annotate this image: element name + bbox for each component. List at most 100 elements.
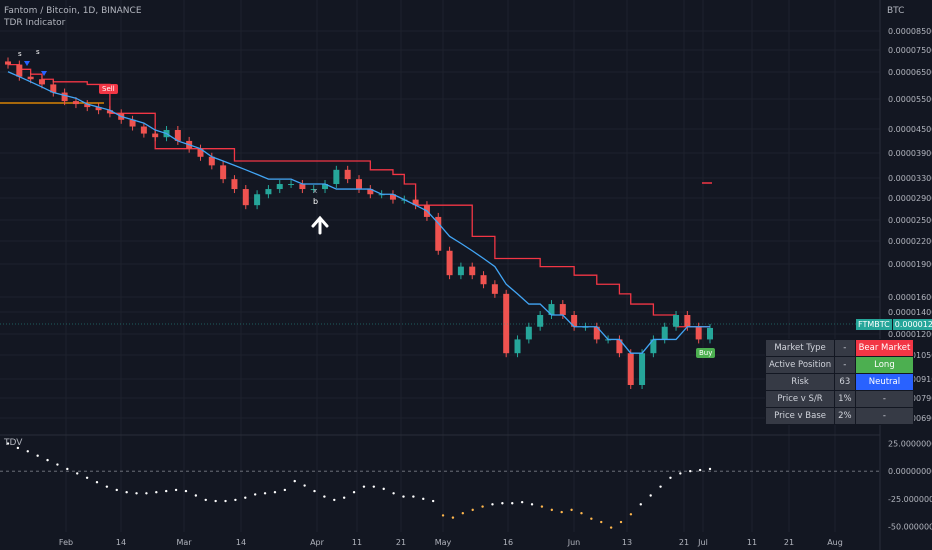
candle-body	[174, 130, 181, 141]
candle-body	[254, 194, 261, 206]
tdv-dot	[155, 490, 158, 494]
tdv-dot	[293, 479, 296, 483]
candle-body	[480, 275, 487, 285]
tdv-dot	[550, 508, 554, 512]
tdv-dot	[184, 489, 188, 493]
candle-body	[525, 326, 532, 340]
candle-body	[152, 133, 159, 138]
tdv-dot	[194, 494, 198, 497]
x-tick-label: 21	[396, 538, 406, 547]
indicator-label[interactable]: TDR Indicator	[4, 18, 66, 28]
candle-body	[559, 304, 566, 315]
candle-body	[684, 314, 691, 327]
candle-body	[537, 314, 544, 327]
tdv-dot	[629, 513, 633, 516]
sub-y-tick-label: 0.00000000	[888, 467, 932, 476]
x-tick-label: Jun	[567, 538, 581, 547]
candle-body	[27, 76, 34, 80]
tdv-dot	[303, 484, 306, 487]
candle-body	[593, 326, 600, 340]
tdv-dot	[105, 485, 109, 488]
tdv-dot	[600, 520, 603, 524]
tdv-dot	[95, 481, 99, 484]
candle-body	[208, 156, 215, 166]
panel-sep: 63	[834, 373, 856, 391]
tdv-dot	[540, 505, 544, 508]
panel-row: Risk 63 Neutral	[764, 373, 915, 391]
tdv-dot	[619, 520, 623, 524]
x-tick-label: Jul	[697, 538, 708, 547]
tdv-dot	[244, 496, 247, 499]
candle-body	[310, 189, 317, 191]
panel-sep: 1%	[834, 390, 856, 408]
candle-body	[95, 107, 102, 111]
s-marker: s	[36, 48, 40, 56]
tdv-dot	[204, 498, 207, 502]
x-tick-label: 21	[679, 538, 689, 547]
y-tick-label: 0.00002900	[888, 194, 932, 203]
tdv-dot	[66, 467, 69, 471]
panel-sep: -	[834, 356, 856, 374]
candle-body	[299, 184, 306, 190]
tdv-dot	[253, 493, 257, 496]
sub-y-tick-label: 25.00000000	[888, 440, 932, 449]
tdv-dot	[679, 472, 682, 475]
candle-body	[627, 353, 634, 385]
x-tick-label: 13	[622, 538, 632, 547]
tdv-dot	[560, 510, 563, 514]
tdv-dot	[669, 476, 672, 480]
panel-value: -	[854, 407, 915, 425]
tdv-dot	[511, 502, 514, 505]
tdv-dot	[234, 498, 237, 502]
tdr-summary-panel: Market Type - Bear Market Active Position - L…	[764, 339, 915, 425]
panel-row: Price v Base 2% -	[764, 407, 915, 425]
candle-body	[514, 339, 521, 354]
candle-body	[129, 119, 136, 127]
tdv-dot	[174, 488, 178, 492]
candle-body	[61, 92, 68, 102]
candle-body	[548, 304, 555, 315]
candle-body	[333, 169, 340, 185]
candle-body	[661, 326, 668, 340]
candle-body	[5, 61, 11, 65]
candle-body	[639, 353, 646, 385]
y-tick-label: 0.00002500	[888, 216, 932, 225]
tdv-dot	[333, 498, 336, 502]
candle-body	[72, 101, 79, 105]
tdv-dot	[451, 516, 455, 519]
candle-body	[288, 184, 295, 186]
tdv-dot	[273, 490, 277, 494]
x-tick-label: Aug	[827, 538, 843, 547]
y-tick-label: 0.00001400	[888, 308, 932, 317]
tdv-dot	[402, 495, 405, 498]
tdv-dot	[659, 485, 662, 488]
tdv-dot	[689, 469, 692, 473]
y-tick-label: 0.00001900	[888, 260, 932, 269]
tdv-dot	[639, 503, 642, 506]
x-tick-label: 16	[503, 538, 513, 547]
x-tick-label: Mar	[176, 538, 192, 547]
y-tick-label: 0.00006500	[888, 68, 932, 77]
panel-row: Price v S/R 1% -	[764, 390, 915, 408]
sub-indicator-label[interactable]: TDV	[4, 438, 23, 448]
tdv-dot	[530, 503, 534, 506]
candle-body	[322, 184, 329, 190]
candle-body	[197, 148, 204, 157]
x-tick-label: 11	[352, 538, 362, 547]
candle-body	[446, 250, 453, 276]
moving-average-line	[7, 71, 710, 354]
tdv-dot	[609, 526, 613, 529]
candle-body	[356, 179, 362, 190]
candle-body	[242, 189, 249, 206]
y-tick-label: 0.00002200	[888, 237, 932, 246]
tdv-dot	[85, 476, 89, 480]
candle-body	[412, 199, 419, 206]
tdv-dot	[224, 499, 227, 503]
candle-body	[435, 216, 442, 251]
candle-body	[389, 194, 396, 200]
candle-body	[673, 314, 680, 327]
tdv-dot	[570, 508, 573, 512]
tdv-dot	[76, 472, 79, 475]
